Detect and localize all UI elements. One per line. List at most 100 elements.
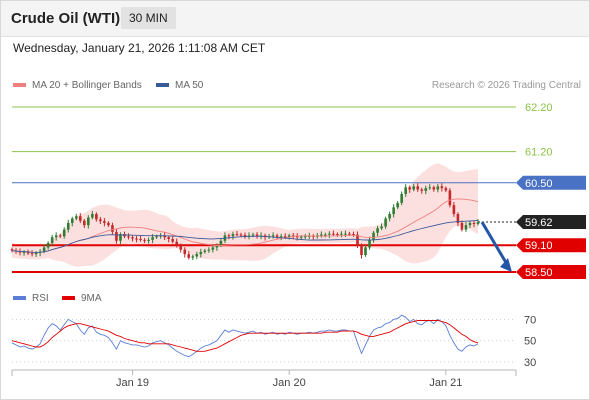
candle-body xyxy=(58,235,62,237)
candle-body xyxy=(287,235,291,238)
candle-body xyxy=(291,235,295,237)
level-label-58.50: 58.50 xyxy=(525,267,553,279)
candle-body xyxy=(87,217,90,226)
ma50-line xyxy=(11,219,479,253)
level-label-59.62: 59.62 xyxy=(525,217,553,229)
candle-body xyxy=(46,243,50,248)
candle-body xyxy=(460,222,464,230)
candle-body xyxy=(388,214,391,219)
candle-body xyxy=(283,236,287,238)
candle-body xyxy=(307,235,311,237)
candle-body xyxy=(376,228,379,233)
candle-body xyxy=(139,239,142,240)
header-bar: Crude Oil (WTI) 30 MIN xyxy=(0,0,590,37)
candle-body xyxy=(54,235,58,238)
rsi-line xyxy=(11,314,479,358)
candle-body xyxy=(440,186,444,189)
candle-body xyxy=(456,214,460,223)
candle-body xyxy=(191,256,195,258)
candle-body xyxy=(187,254,191,258)
candle-body xyxy=(392,207,395,215)
candle-body xyxy=(444,188,448,191)
legend-ma50: MA 50 xyxy=(156,80,203,91)
rsi-ma-label: 9MA xyxy=(81,293,102,304)
candle-body xyxy=(179,245,183,250)
candle-body xyxy=(404,187,407,194)
candle-body xyxy=(175,241,179,246)
rsi-tick-30: 30 xyxy=(524,357,536,369)
level-label-59.10: 59.10 xyxy=(525,240,553,252)
candle-body xyxy=(215,245,219,248)
candle-body xyxy=(416,186,420,190)
candle-body xyxy=(131,237,134,239)
rsi-label: RSI xyxy=(32,293,49,304)
candle-body xyxy=(163,235,166,238)
candle-body xyxy=(95,214,98,220)
candle-body xyxy=(255,234,259,237)
candle-body xyxy=(91,214,94,218)
candle-body xyxy=(372,232,375,240)
ma20-label: MA 20 + Bollinger Bands xyxy=(32,80,142,91)
candle-body xyxy=(50,237,54,244)
candle-body xyxy=(203,250,207,252)
level-tag-59.10 xyxy=(516,238,586,253)
candle-body xyxy=(83,220,86,226)
candle-body xyxy=(30,253,34,255)
candle-body xyxy=(78,216,82,221)
candle-body xyxy=(360,245,363,256)
candle-body xyxy=(452,205,456,215)
research-credit: Research © 2026 Trading Central xyxy=(431,80,581,91)
candle-body xyxy=(279,236,283,238)
bollinger-bands xyxy=(12,163,478,267)
rsi-ma-line xyxy=(11,320,479,352)
candle-body xyxy=(428,187,432,189)
rsi-ma-swatch xyxy=(62,296,75,301)
candle-body xyxy=(235,234,239,236)
candle-body xyxy=(62,229,66,237)
candle-body xyxy=(211,247,215,250)
candle-body xyxy=(412,186,416,190)
candle-body xyxy=(251,234,255,236)
instrument-title: Crude Oil (WTI) xyxy=(11,10,121,27)
candle-body xyxy=(436,186,440,190)
legend-rsi: RSI xyxy=(13,293,49,304)
candle-body xyxy=(299,236,303,238)
candle-body xyxy=(352,234,355,236)
candle-body xyxy=(275,235,279,237)
level-label-61.20: 61.20 xyxy=(525,147,553,159)
rsi-tick-70: 70 xyxy=(524,314,536,326)
candle-body xyxy=(66,222,70,230)
rsi-tick-50: 50 xyxy=(524,336,536,348)
candle-body xyxy=(219,240,223,246)
candle-body xyxy=(74,216,78,219)
rsi-swatch xyxy=(13,296,26,301)
candle-body xyxy=(70,218,74,223)
candle-body xyxy=(464,225,468,230)
candle-body xyxy=(183,249,187,255)
candle-body xyxy=(199,251,203,255)
candle-body xyxy=(22,251,26,253)
candle-body xyxy=(239,234,243,236)
candle-body xyxy=(18,251,22,253)
candle-body xyxy=(476,222,480,224)
candle-body xyxy=(303,236,307,238)
level-label-62.20: 62.20 xyxy=(525,102,553,114)
candle-body xyxy=(243,234,247,236)
candle-body xyxy=(127,236,130,238)
candle-body xyxy=(336,234,339,236)
candle-body xyxy=(231,234,235,237)
candle-body xyxy=(420,189,424,191)
ma50-swatch xyxy=(156,83,169,88)
candle-body xyxy=(26,251,30,254)
x-tick-label: Jan 21 xyxy=(429,377,462,389)
candle-body xyxy=(448,190,452,206)
candle-body xyxy=(207,249,211,251)
forecast-arrow-head xyxy=(500,258,512,272)
timeframe-badge[interactable]: 30 MIN xyxy=(121,7,176,29)
candle-body xyxy=(472,222,476,224)
candle-body xyxy=(119,234,122,241)
candle-body xyxy=(115,231,118,241)
candle-body xyxy=(328,233,331,235)
candle-body xyxy=(167,237,170,239)
